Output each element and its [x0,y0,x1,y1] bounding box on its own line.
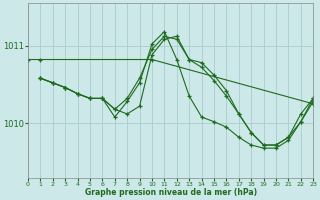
X-axis label: Graphe pression niveau de la mer (hPa): Graphe pression niveau de la mer (hPa) [84,188,257,197]
